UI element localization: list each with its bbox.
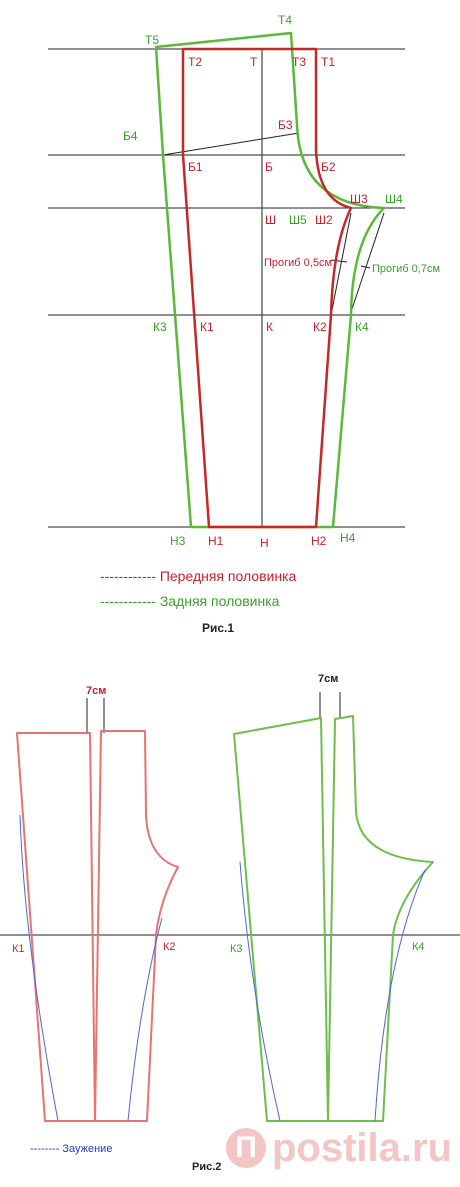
- fig2-front-right-piece: [94, 730, 179, 1122]
- label-b: Б: [265, 160, 273, 174]
- label-b3: Б3: [278, 118, 293, 132]
- label-t5: Т5: [145, 33, 159, 47]
- prog2-tick: [360, 265, 371, 269]
- prog1-label: Прогиб 0,5см: [264, 257, 332, 269]
- prog1-tick: [330, 259, 348, 263]
- legend-front: ------------ Передняя половинка: [100, 568, 296, 584]
- fig2-legend-narrowing: -------- Заужение: [30, 1143, 112, 1155]
- label-k2: К2: [313, 320, 327, 334]
- label-t2: Т2: [188, 55, 202, 69]
- fig2-back-left-piece: [233, 717, 329, 1122]
- label-t: Т: [250, 55, 258, 69]
- fig2-label-k3: К3: [230, 943, 243, 955]
- label-k: К: [266, 320, 273, 334]
- label-b4: Б4: [123, 129, 138, 143]
- label-sh2: Ш2: [315, 213, 333, 227]
- label-n3: Н3: [170, 534, 186, 548]
- label-sh4: Ш4: [385, 192, 403, 206]
- fig2-front-narrowing-right: [127, 917, 163, 1122]
- fig2-back-right-piece: [327, 715, 434, 1122]
- front-half-outline: [181, 47, 353, 529]
- fig2-front-pattern: [16, 698, 179, 1122]
- label-t4: Т4: [278, 13, 292, 27]
- label-n2: Н2: [311, 534, 327, 548]
- fig2-label-k2: К2: [163, 941, 176, 953]
- figure-1: Т5 Т4 Т2 Т Т3 Т1 Б4 Б3 Б1 Б Б2 Ш Ш5 Ш2 Ш…: [48, 13, 440, 635]
- label-k3: К3: [153, 320, 167, 334]
- k4-sh4-chord: [349, 212, 385, 316]
- label-k4: К4: [355, 320, 369, 334]
- watermark-text: postila.ru: [272, 1125, 453, 1170]
- label-b1: Б1: [188, 160, 203, 174]
- b4-b3-line: [162, 132, 300, 156]
- fig2-back-narrowing-left: [239, 861, 281, 1122]
- fig2-back-narrowing-right: [374, 869, 426, 1122]
- label-sh3: Ш3: [350, 192, 368, 206]
- label-n4: Н4: [340, 531, 356, 545]
- back-half-outline: [154, 31, 386, 529]
- label-t3: Т3: [292, 55, 306, 69]
- k2-sh3-chord: [330, 212, 352, 316]
- figure1-caption: Рис.1: [202, 621, 234, 635]
- label-sh: Ш: [265, 213, 276, 227]
- fig2-back-pattern: [233, 692, 434, 1122]
- legend-back: ------------ Задняя половинка: [100, 593, 280, 609]
- fig2-cm-left: 7см: [86, 685, 106, 697]
- label-n: Н: [260, 536, 269, 550]
- fig2-label-k4: К4: [412, 941, 425, 953]
- label-n1: Н1: [208, 534, 224, 548]
- label-k1: К1: [200, 320, 214, 334]
- watermark-logo: П postila.ru: [226, 1118, 454, 1178]
- label-sh5: Ш5: [289, 213, 307, 227]
- prog2-label: Прогиб 0,7см: [372, 263, 440, 275]
- label-b2: Б2: [321, 160, 336, 174]
- fig2-front-narrowing-left: [19, 814, 59, 1122]
- watermark-mark: П: [226, 1128, 266, 1168]
- fig2-label-k1: К1: [12, 943, 25, 955]
- figure-2: 7см 7см К1 К2 К3 К4 -------- Заужение Ри…: [0, 673, 460, 1173]
- fig2-cm-right: 7см: [318, 673, 338, 685]
- label-t1: Т1: [321, 55, 335, 69]
- figure2-caption: Рис.2: [192, 1161, 221, 1173]
